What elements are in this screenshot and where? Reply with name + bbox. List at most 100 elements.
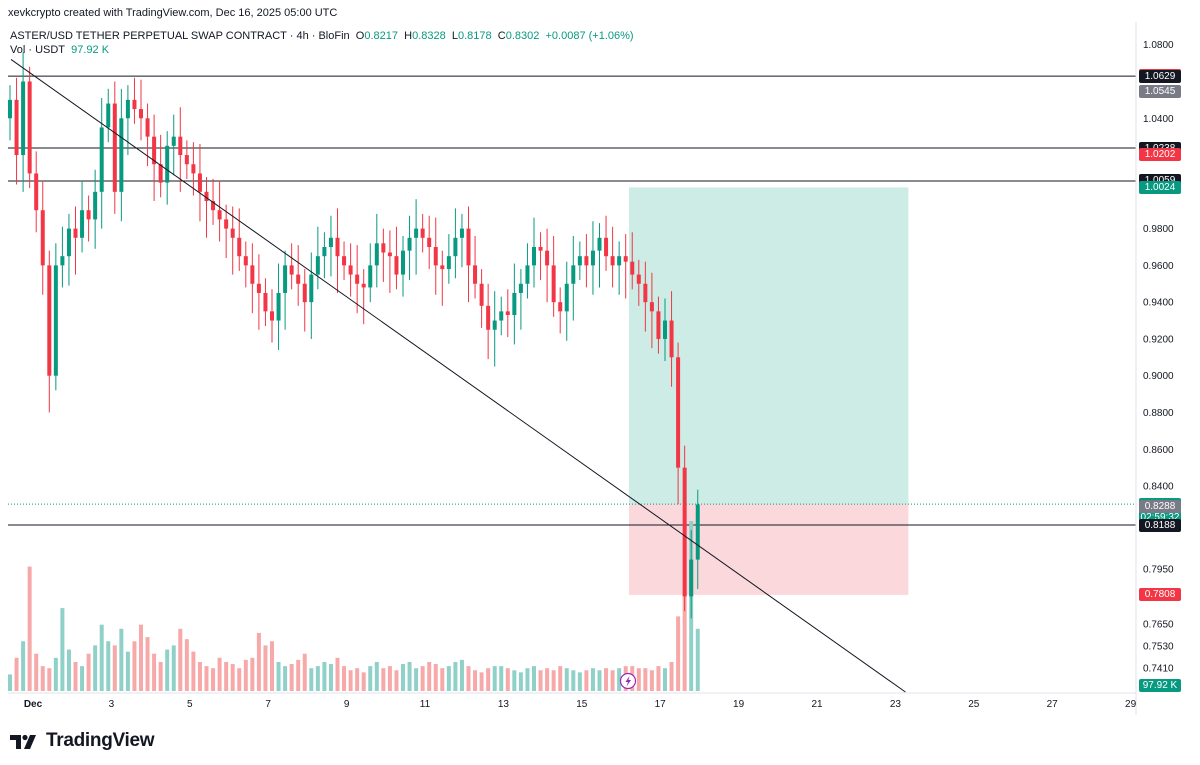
candle-body (145, 118, 150, 137)
y-tick-label: 0.7650 (1143, 619, 1174, 630)
volume-bar (93, 645, 98, 691)
x-tick-label: 15 (576, 699, 588, 710)
volume-bar (545, 668, 550, 691)
profit-zone (629, 187, 909, 505)
candle-body (630, 261, 635, 275)
volume-bar (446, 666, 451, 691)
volume-bar (112, 645, 117, 691)
volume-bar (499, 666, 504, 691)
volume-bar (342, 666, 347, 691)
volume-label: Vol · USDT (10, 44, 66, 56)
candle-body (263, 292, 268, 312)
volume-bar (197, 661, 202, 691)
volume-bar (309, 668, 314, 691)
volume-bar (643, 668, 648, 691)
volume-bar (368, 666, 373, 691)
volume-bar (525, 668, 530, 691)
low-value: 0.8178 (457, 30, 492, 42)
candle-body (368, 265, 373, 288)
candle-body (197, 173, 202, 192)
candle-body (204, 191, 209, 202)
volume-bar (407, 661, 412, 691)
candle-body (453, 237, 458, 257)
candle-body (60, 256, 65, 266)
y-tick-label: 1.0400 (1143, 114, 1174, 125)
volume-bar (152, 653, 157, 691)
candle-body (302, 283, 307, 303)
volume-bar (355, 668, 360, 691)
volume-bar (577, 672, 582, 691)
volume-bar (263, 645, 268, 691)
candle-body (545, 250, 550, 266)
time-axis-ticks: Dec 3 5 7 9 11 13 15 17 19 21 23 25 27 29 (24, 699, 1137, 710)
candle-body (184, 155, 189, 165)
candle-body (617, 256, 622, 266)
candle-body (86, 210, 91, 220)
horizontal-levels (8, 75, 1136, 526)
candle-body (381, 243, 386, 253)
tradingview-logo[interactable]: TradingView (10, 730, 155, 752)
high-value: 0.8328 (412, 30, 446, 42)
volume-bar (289, 664, 294, 691)
candle-body (40, 210, 45, 266)
volume-legend: Vol · USDT 97.92 K (10, 44, 109, 56)
volume-bar (191, 651, 196, 691)
volume-bar (60, 608, 65, 691)
candle-body (34, 173, 39, 211)
volume-bar (682, 591, 687, 691)
candle-body (538, 246, 543, 251)
candle-body (401, 250, 405, 275)
candle-body (139, 109, 143, 119)
y-tick-label: 1.0800 (1143, 40, 1174, 51)
candle-body (47, 265, 52, 376)
price-label: 97.92 K (1139, 678, 1181, 692)
volume-bar (584, 670, 589, 691)
y-tick-label: 0.9600 (1143, 261, 1174, 272)
candle-body (433, 246, 438, 266)
candle-body (407, 237, 412, 251)
alert-icon[interactable] (619, 672, 637, 690)
volume-bar (86, 653, 91, 691)
volume-bar (473, 670, 478, 691)
candle-body (695, 504, 700, 560)
candle-body (152, 136, 157, 165)
candle-body (21, 81, 26, 156)
volume-bar (604, 668, 609, 691)
candle-body (492, 320, 497, 330)
low-label: L (451, 30, 458, 42)
x-tick-label: 11 (420, 699, 431, 710)
volume-bar (374, 661, 379, 691)
volume-bar (80, 666, 85, 691)
volume-bar (571, 670, 576, 691)
chart-credit: xevkcrypto created with TradingView.com,… (8, 7, 338, 19)
candle-body (479, 283, 484, 306)
volume-bar (132, 641, 137, 691)
axes (8, 22, 1137, 715)
volume-bar (427, 661, 432, 691)
candle-body (211, 201, 216, 211)
candle-body (420, 228, 425, 238)
y-tick-label: 0.7950 (1143, 564, 1174, 575)
candle-body (8, 99, 12, 119)
close-label: C (497, 30, 506, 42)
volume-bar (243, 659, 248, 691)
candle-body (656, 311, 661, 339)
volume-bar (564, 668, 569, 691)
candle-body (99, 127, 104, 192)
candle-body (80, 210, 85, 238)
volume-bar (518, 672, 523, 691)
volume-bar (296, 659, 301, 691)
y-tick-label: 0.9400 (1143, 298, 1174, 309)
candle-body (525, 265, 530, 284)
volume-bar (34, 653, 39, 691)
volume-bar (361, 672, 366, 691)
volume-bar (551, 670, 556, 691)
volume-bar (617, 668, 622, 691)
price-label: 1.0202 (1139, 148, 1181, 162)
y-tick-label: 0.9800 (1143, 224, 1174, 235)
y-tick-label: 0.8600 (1143, 445, 1174, 456)
symbol-legend: ASTER/USD TETHER PERPETUAL SWAP CONTRACT… (10, 30, 634, 42)
volume-bar (53, 657, 58, 691)
price-label: 0.8188 (1139, 518, 1181, 532)
